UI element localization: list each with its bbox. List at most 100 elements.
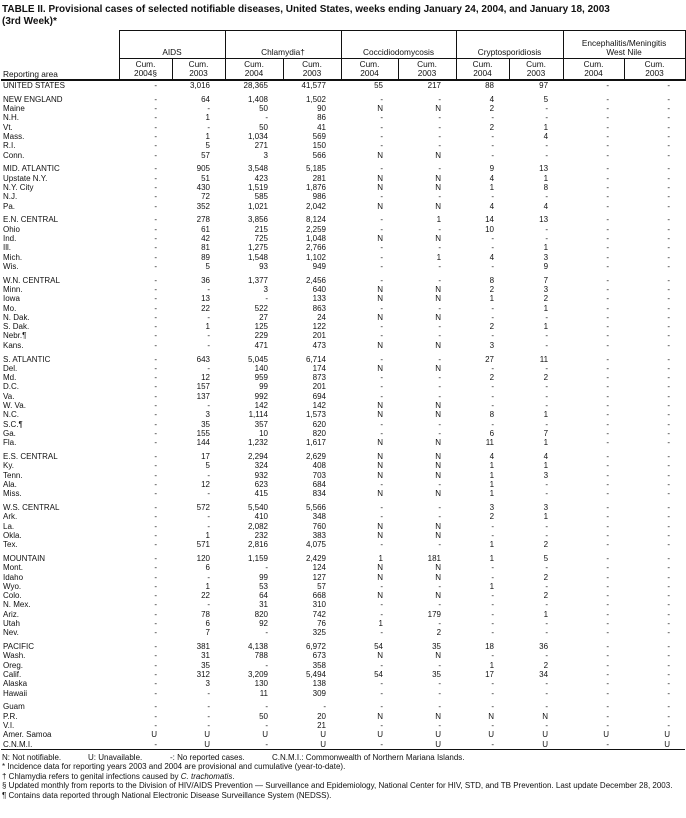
value-cell: -: [606, 354, 610, 364]
value-cell: 348: [312, 512, 326, 522]
value-cell: -: [606, 312, 610, 322]
value-cell: -: [225, 739, 283, 750]
value-cell: -: [154, 243, 157, 253]
value-cell: 35: [432, 670, 442, 680]
value-cell: -: [438, 679, 442, 689]
value-cell: -: [491, 113, 495, 123]
table-row: Kans. - - 471 473 N N 3 - - -: [1, 341, 685, 350]
value-cell: 144: [196, 438, 210, 448]
value-cell: 1,548: [247, 252, 268, 262]
value-cell: -: [606, 428, 610, 438]
value-cell: -: [154, 373, 157, 383]
value-cell: -: [265, 563, 268, 573]
value-cell: -: [667, 438, 671, 448]
value-cell: -: [438, 688, 442, 698]
value-cell: -: [380, 512, 383, 522]
value-cell: -: [491, 702, 495, 712]
reporting-area-cell: Guam: [3, 702, 25, 712]
value-cell: 50: [259, 711, 268, 721]
reporting-area-cell: N. Mex.: [3, 600, 31, 610]
value-cell: N: [435, 410, 442, 420]
value-cell: -: [606, 489, 610, 499]
value-cell: -: [438, 702, 442, 712]
table-row: Ky. - 5 324 408 N N 1 1 - -: [1, 461, 685, 470]
value-cell: U: [398, 739, 457, 750]
value-cell: -: [667, 363, 671, 373]
value-cell: -: [667, 642, 671, 652]
value-cell: 10: [259, 428, 268, 438]
value-cell: -: [154, 591, 157, 601]
value-cell: 1: [436, 252, 442, 262]
table-row: Oreg. - 35 - 358 - - 1 2 - -: [1, 661, 685, 670]
value-cell: -: [154, 670, 157, 680]
value-cell: -: [545, 702, 549, 712]
value-cell: -: [154, 711, 157, 721]
value-cell: 1: [489, 540, 495, 550]
value-cell: U: [509, 739, 564, 750]
value-cell: -: [545, 382, 549, 392]
value-cell: 8: [543, 182, 549, 192]
value-cell: 2: [489, 284, 495, 294]
value-cell: -: [491, 261, 495, 271]
value-cell: 5: [543, 94, 549, 104]
value-cell: -: [667, 224, 671, 234]
table-row: Wyo. - 1 53 57 - - 1 - - -: [1, 582, 685, 591]
table-row: E.S. CENTRAL - 17 2,294 2,629 N N 4 4 - -: [1, 452, 685, 461]
value-cell: 217: [427, 81, 442, 90]
value-cell: -: [154, 131, 157, 141]
reporting-area-cell: Alaska: [3, 679, 28, 689]
value-cell: 130: [254, 679, 268, 689]
value-cell: 5: [543, 553, 549, 563]
value-cell: -: [606, 322, 610, 332]
value-cell: 2,766: [305, 243, 326, 253]
value-cell: -: [606, 451, 610, 461]
table-row: Colo. - 22 64 668 N N - 2 - -: [1, 591, 685, 600]
reporting-area-cell: W.S. CENTRAL: [3, 502, 60, 512]
footnote-notes: * Incidence data for reporting years 200…: [2, 762, 684, 800]
value-cell: -: [667, 619, 671, 629]
value-cell: 31: [201, 651, 210, 661]
value-cell: -: [380, 122, 383, 132]
value-cell: 14: [485, 215, 495, 225]
value-cell: -: [545, 563, 549, 573]
value-cell: -: [154, 721, 157, 730]
value-cell: 5: [205, 141, 210, 151]
value-cell: -: [606, 275, 610, 285]
value-cell: 324: [254, 461, 268, 471]
table-row: W.N. CENTRAL - 36 1,377 2,456 - - 8 7 - -: [1, 276, 685, 285]
table-row: N.C. - 3 1,114 1,573 N N 8 1 - -: [1, 410, 685, 419]
value-cell: -: [154, 600, 157, 610]
value-cell: -: [491, 600, 495, 610]
value-cell: 36: [539, 642, 549, 652]
value-cell: 2,082: [247, 521, 268, 531]
value-cell: -: [154, 150, 157, 160]
value-cell: 522: [254, 303, 268, 313]
value-cell: 1: [378, 553, 383, 563]
value-cell: 2: [489, 104, 495, 114]
table-row: PACIFIC - 381 4,138 6,972 54 35 18 36 - -: [1, 642, 685, 651]
value-cell: N: [435, 294, 442, 304]
value-cell: -: [380, 113, 383, 123]
value-cell: 1: [543, 410, 549, 420]
value-cell: 5: [205, 261, 210, 271]
value-cell: 174: [312, 363, 326, 373]
value-cell: N: [435, 233, 442, 243]
value-cell: -: [667, 243, 671, 253]
value-cell: -: [545, 688, 549, 698]
value-cell: -: [491, 591, 495, 601]
footnotes: N: Not notifiable. U: Unavailable. -: No r…: [2, 753, 684, 800]
table-row: Nev. - 7 - 325 - 2 - - - -: [1, 628, 685, 637]
value-cell: -: [606, 553, 610, 563]
value-cell: 81: [201, 243, 210, 253]
value-cell: -: [667, 572, 671, 582]
value-cell: 142: [254, 401, 268, 410]
table-row: NEW ENGLAND - 64 1,408 1,502 - - 4 5 - -: [1, 95, 685, 104]
value-cell: N: [435, 401, 442, 410]
table-row: Pa. - 352 1,021 2,042 N N 4 4 - -: [1, 202, 685, 211]
table-row: Hawaii - - 11 309 - - - - - -: [1, 689, 685, 698]
value-cell: U: [377, 730, 383, 740]
value-cell: 3,209: [247, 670, 268, 680]
value-cell: 3,016: [189, 81, 210, 90]
value-cell: -: [380, 382, 383, 392]
value-cell: 3: [489, 340, 495, 350]
